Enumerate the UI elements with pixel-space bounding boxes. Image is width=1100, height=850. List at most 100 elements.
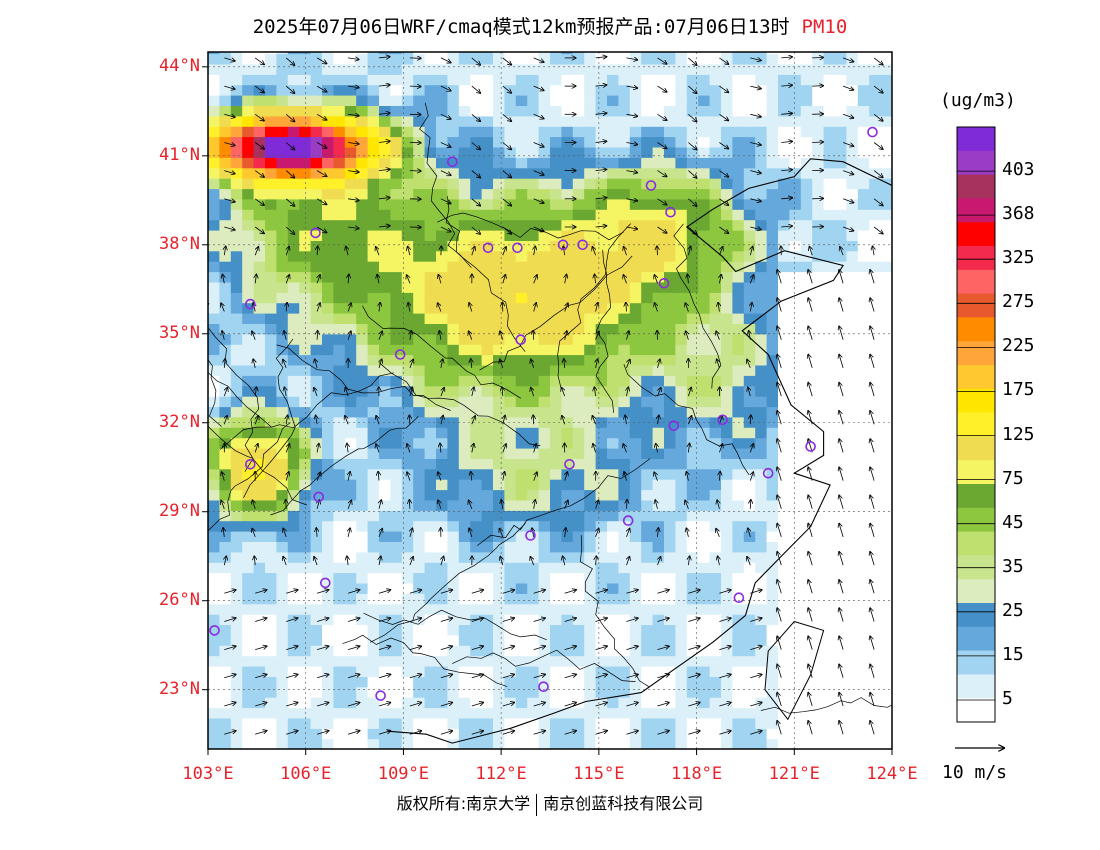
field-cell (242, 666, 255, 677)
field-cell (709, 499, 722, 511)
field-cell (390, 738, 403, 749)
field-cell (230, 541, 243, 553)
wind-arrow (316, 646, 329, 650)
wind-arrow (378, 674, 391, 679)
field-cell (641, 313, 654, 324)
field-cell (812, 697, 825, 709)
legend-label: 175 (1002, 379, 1035, 401)
field-cell (208, 167, 220, 179)
field-cell (515, 593, 528, 605)
field-cell (880, 240, 892, 252)
field-cell (641, 614, 654, 625)
field-cell (618, 333, 631, 345)
field-cell (470, 323, 483, 335)
field-cell (287, 302, 300, 314)
field-cell (356, 302, 369, 314)
field-cell (755, 562, 768, 574)
field-cell (276, 52, 289, 55)
field-cell (527, 697, 540, 709)
field-cell (242, 271, 255, 283)
field-cell (607, 385, 619, 397)
field-cell (333, 645, 346, 657)
field-cell (789, 198, 802, 210)
field-cell (846, 666, 859, 677)
wind-arrow (808, 270, 813, 284)
field-cell (766, 416, 779, 428)
lon-label: 106°E (280, 764, 332, 784)
field-cell (356, 230, 369, 241)
field-cell (698, 167, 711, 179)
field-cell (458, 146, 471, 158)
field-cell (846, 541, 859, 553)
field-cell (846, 686, 859, 698)
wind-arrow (781, 85, 792, 86)
field-cell (242, 738, 255, 749)
field-cell (618, 458, 631, 470)
field-cell (766, 95, 779, 106)
field-cell (892, 718, 904, 729)
field-cell (379, 271, 391, 283)
field-cell (550, 406, 562, 418)
field-cell (515, 437, 528, 449)
field-cell (629, 645, 642, 657)
field-cell (515, 738, 528, 749)
field-cell (766, 427, 779, 439)
field-cell (880, 146, 892, 158)
field-cell (242, 167, 255, 179)
field-cell (698, 105, 711, 117)
field-cell (527, 603, 540, 615)
legend-label: 5 (1002, 687, 1013, 709)
field-cell (504, 95, 517, 106)
field-cell (413, 479, 426, 491)
field-cell (538, 209, 551, 221)
field-cell (618, 344, 631, 356)
field-cell (481, 634, 494, 646)
field-cell (584, 645, 597, 657)
field-cell (823, 292, 836, 304)
field-cell (835, 396, 847, 408)
field-cell (413, 178, 426, 190)
lon-label: 109°E (377, 764, 430, 784)
field-cell (618, 686, 631, 698)
field-cell (265, 728, 277, 740)
field-cell (265, 354, 277, 366)
field-cell (709, 458, 722, 470)
field-cell (367, 281, 380, 293)
wind-arrow (777, 524, 782, 538)
field-cell (823, 520, 836, 532)
wind-arrow (808, 636, 813, 650)
field-cell (230, 375, 243, 387)
field-cell (481, 271, 494, 283)
field-cell (550, 157, 562, 169)
field-cell (698, 385, 711, 397)
field-cell (675, 458, 688, 470)
field-cell (641, 136, 654, 148)
field-cell (390, 666, 403, 677)
field-cell (401, 416, 414, 428)
field-cell (572, 344, 585, 356)
field-cell (390, 146, 403, 158)
field-cell (344, 697, 357, 709)
field-cell (664, 634, 676, 646)
field-cell (789, 178, 802, 190)
field-cell (527, 292, 540, 304)
field-cell (789, 396, 802, 408)
field-cell (493, 562, 505, 574)
field-cell (299, 510, 312, 522)
field-cell (253, 614, 266, 625)
field-cell (652, 510, 665, 522)
field-cell (743, 209, 756, 221)
field-cell (812, 167, 825, 179)
field-cell (743, 136, 756, 148)
field-cell (800, 406, 813, 418)
field-cell (390, 261, 403, 273)
field-cell (504, 323, 517, 335)
field-cell (755, 188, 768, 200)
field-cell (230, 209, 243, 221)
field-cell (766, 178, 779, 190)
field-cell (276, 126, 289, 138)
colorbar-swatch (957, 436, 995, 461)
field-cell (846, 416, 859, 428)
field-cell (698, 593, 711, 605)
field-cell (310, 707, 323, 719)
